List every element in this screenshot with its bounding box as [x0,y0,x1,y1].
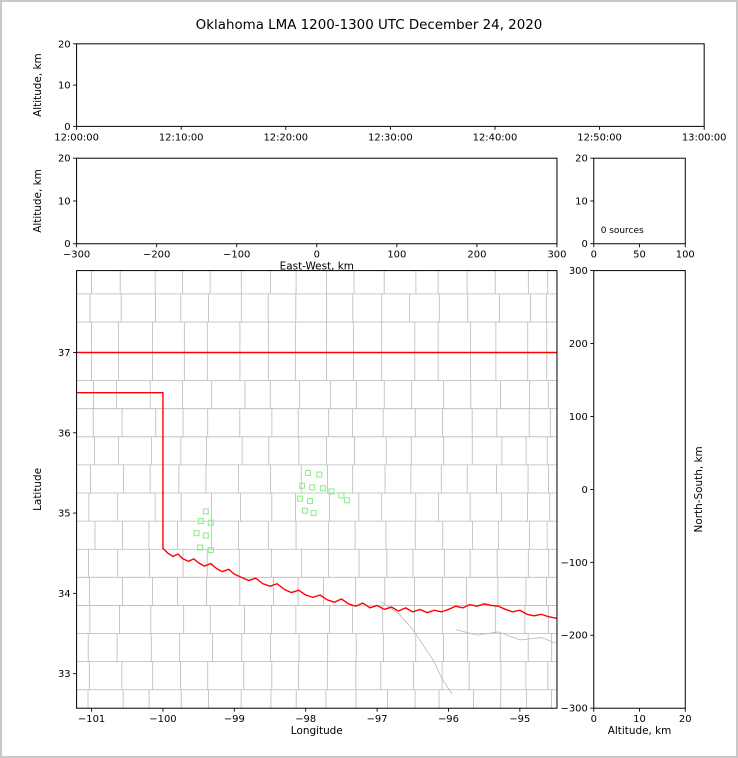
y-tick-label: 0 [581,239,587,250]
y-tick-label: 20 [58,154,71,165]
x-tick-label: 12:50:00 [577,132,622,143]
state-border-line [76,391,557,619]
station-marker [296,495,304,502]
station-marker [207,519,214,526]
river-line [455,629,556,644]
axes-frame [76,157,558,245]
station-marker [197,518,204,525]
station-marker [207,546,214,554]
x-tick-label: 10 [633,714,646,725]
y-tick-label: 20 [575,154,588,165]
station-marker [202,532,209,539]
x-tick-label: 12:10:00 [159,132,204,143]
x-tick-label: −97 [367,714,388,725]
station-marker [338,492,345,499]
x-tick-label: 50 [633,250,646,261]
x-tick-label: 0 [314,250,320,261]
station-marker [202,508,209,515]
y-axis-label: Altitude, km [32,169,44,233]
x-axis-label: Longitude [291,725,343,737]
station-marker [304,469,311,476]
y-tick-label: 10 [58,196,71,207]
station-marker [301,507,309,514]
x-tick-label: 100 [387,250,406,261]
x-tick-label: 12:40:00 [473,132,518,143]
station-marker [299,482,306,489]
x-axis-label: Altitude, km [608,725,672,737]
source-count-annotation: 0 sources [601,226,644,236]
y-tick-label: −100 [561,558,588,569]
x-tick-label: 12:30:00 [368,132,413,143]
x-tick-label: −300 [63,250,90,261]
station-marker [306,498,314,505]
x-tick-label: 0 [591,714,597,725]
station-marker [309,484,316,491]
y-tick-label: 10 [575,196,588,207]
axes-frame [593,270,686,709]
x-tick-label: 300 [547,250,566,261]
y-axis-label: Altitude, km [32,53,44,117]
plan_view-content [76,270,557,709]
y-tick-label: 0 [64,122,70,133]
station-marker [344,497,351,504]
y-axis-label: Latitude [32,468,44,511]
panel-source-histogram: 0 50 100 0 10 20 0 sources [575,154,695,261]
x-tick-label: −95 [509,714,530,725]
y-tick-label: 0 [581,485,587,496]
x-tick-label: −101 [78,714,105,725]
station-marker [193,530,200,537]
x-tick-label: 20 [679,714,692,725]
panel-plan-view-map: −101 −100 −99 −98 −97 −96 −95 33 34 35 36 37 Longitu… [32,270,558,737]
y-tick-label: 200 [569,339,588,350]
y-tick-label: 36 [58,428,71,439]
x-tick-label: −99 [224,714,245,725]
x-tick-label: 12:00:00 [54,132,99,143]
y-tick-label: 33 [58,669,71,680]
x-tick-label: 0 [591,250,597,261]
station-marker [310,510,317,517]
y-tick-label: 37 [58,348,71,359]
y-tick-label: 300 [569,266,588,277]
y-tick-label: 20 [58,39,71,50]
x-tick-label: −100 [149,714,176,725]
y-tick-label: 100 [569,412,588,423]
station-marker [197,544,204,551]
y-tick-label: −200 [561,631,588,642]
station-marker [319,485,326,492]
x-tick-label: 200 [467,250,486,261]
x-tick-label: −96 [438,714,459,725]
y-tick-label: 0 [64,239,70,250]
y-tick-label: −300 [561,704,588,715]
figure-title: Oklahoma LMA 1200-1300 UTC December 24, … [196,18,543,33]
station-marker [316,471,323,478]
x-tick-label: −98 [295,714,316,725]
x-tick-label: −100 [223,250,250,261]
x-tick-label: −200 [143,250,170,261]
axes-frame [76,270,558,709]
river-line [380,601,453,694]
station-marker [328,488,335,495]
x-tick-label: 100 [676,250,695,261]
panel-north-south-height: 0 10 20 −300 −200 −100 0 100 200 300 Altitude, km N… [561,266,706,737]
x-tick-label: 13:00:00 [682,132,727,143]
panel-time-height: 12:00:00 12:10:00 12:20:00 12:30:00 12:40:00… [32,39,727,143]
y-tick-label: 34 [58,589,71,600]
y-tick-label: 10 [58,81,71,92]
y-axis-label: North-South, km [693,446,705,532]
x-axis-label: East-West, km [280,261,354,273]
y-tick-label: 35 [58,509,71,520]
x-tick-label: 12:20:00 [263,132,308,143]
axes-frame [76,43,705,127]
panel-east-west-height: −300 −200 −100 0 100 200 300 0 10 20 East-West, km… [32,154,567,273]
